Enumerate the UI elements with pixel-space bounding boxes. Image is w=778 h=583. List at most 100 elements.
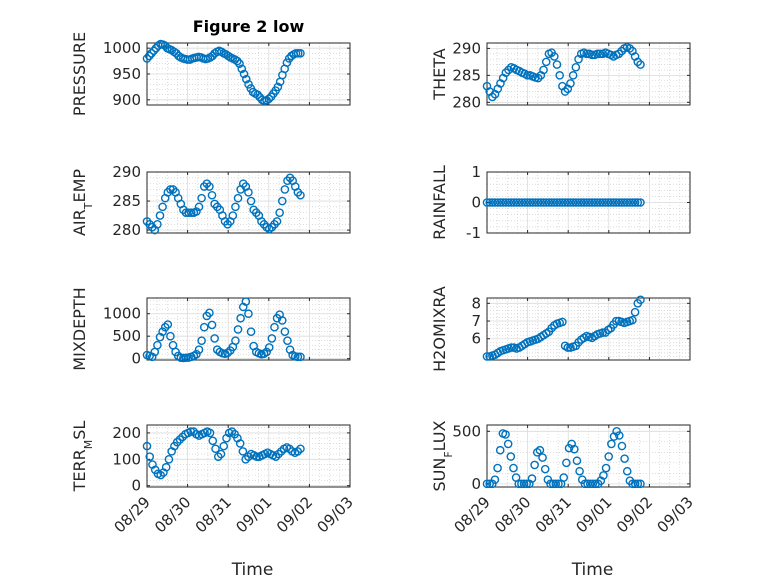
y-label-part: SL bbox=[70, 421, 89, 440]
data-point bbox=[574, 198, 583, 207]
data-point bbox=[272, 217, 282, 226]
data-point bbox=[244, 452, 253, 461]
data-point bbox=[630, 307, 640, 317]
data-point bbox=[296, 444, 305, 454]
data-point bbox=[555, 198, 564, 207]
data-point bbox=[248, 87, 258, 97]
data-point bbox=[228, 211, 238, 220]
data-point bbox=[614, 49, 624, 59]
data-point bbox=[512, 198, 521, 207]
data-point bbox=[189, 427, 198, 436]
data-point bbox=[560, 198, 570, 207]
data-point bbox=[533, 198, 543, 207]
data-point bbox=[530, 460, 539, 470]
data-point bbox=[509, 198, 519, 207]
axes-mixdepth: 0 500 1000 MIXDEPTH bbox=[70, 287, 351, 371]
axes-border bbox=[146, 171, 351, 234]
data-point bbox=[244, 80, 253, 89]
data-point bbox=[555, 71, 564, 80]
data-point bbox=[620, 454, 629, 463]
data-point bbox=[548, 479, 558, 489]
data-point bbox=[253, 90, 262, 99]
data-point bbox=[231, 202, 240, 212]
data-point bbox=[583, 479, 592, 489]
data-point bbox=[271, 452, 281, 461]
data-point bbox=[274, 449, 283, 459]
axes-h2omixra: 678 H2OMIXRA bbox=[430, 286, 691, 372]
data-point bbox=[552, 198, 562, 207]
data-point bbox=[174, 51, 183, 61]
y-tick-label: 900 bbox=[112, 91, 141, 109]
data-point bbox=[219, 441, 229, 451]
data-point bbox=[585, 479, 595, 489]
y-axis-label: PRESSURE bbox=[70, 32, 89, 116]
data-point bbox=[604, 452, 614, 461]
y-label-part: PRESSURE bbox=[70, 32, 89, 116]
axes-rainfall: -1 0 1 RAINFALL bbox=[430, 163, 691, 242]
data-point bbox=[213, 452, 223, 461]
data-point bbox=[550, 198, 559, 207]
x-axis-label: Time bbox=[231, 560, 274, 580]
data-point bbox=[264, 94, 274, 104]
data-point bbox=[273, 82, 283, 92]
data-point bbox=[503, 439, 513, 449]
x-tick-label: 08/30 bbox=[151, 493, 194, 536]
data-point bbox=[144, 51, 154, 61]
data-point bbox=[540, 464, 550, 474]
data-point bbox=[175, 435, 185, 444]
y-label-subscript: T bbox=[82, 202, 95, 210]
data-point bbox=[493, 463, 502, 473]
chart-title: Figure 2 low bbox=[193, 17, 305, 36]
data-point bbox=[276, 447, 286, 456]
data-point bbox=[488, 198, 497, 207]
data-point bbox=[590, 198, 599, 207]
data-point bbox=[599, 471, 608, 480]
data-point bbox=[554, 479, 563, 489]
y-label-part: SUN bbox=[430, 458, 449, 492]
data-point bbox=[536, 198, 546, 207]
data-point bbox=[615, 431, 624, 440]
data-point bbox=[588, 479, 598, 489]
data-point bbox=[527, 474, 537, 483]
data-point bbox=[205, 308, 214, 318]
data-point bbox=[558, 198, 567, 207]
data-point bbox=[563, 198, 573, 207]
data-point bbox=[601, 198, 610, 207]
data-point bbox=[525, 198, 535, 207]
y-tick-label: 1 bbox=[471, 163, 481, 181]
axes-border bbox=[486, 297, 691, 361]
data-point bbox=[283, 336, 292, 345]
data-point bbox=[633, 479, 643, 489]
data-point bbox=[207, 320, 217, 330]
data-point bbox=[235, 439, 245, 448]
x-tick-label: 08/30 bbox=[491, 493, 534, 536]
data-point bbox=[495, 445, 505, 455]
data-point bbox=[606, 198, 616, 207]
data-point bbox=[571, 62, 581, 72]
data-point bbox=[617, 198, 626, 207]
data-point bbox=[184, 208, 193, 217]
data-point bbox=[587, 50, 597, 60]
data-point bbox=[145, 452, 155, 461]
y-tick-label: 500 bbox=[112, 327, 141, 345]
y-tick-label: 200 bbox=[112, 424, 141, 442]
data-point bbox=[541, 198, 551, 207]
data-point bbox=[563, 343, 573, 352]
data-point bbox=[490, 198, 500, 207]
data-point bbox=[528, 198, 538, 207]
data-point bbox=[158, 327, 167, 336]
y-label-part: H2OMIXRA bbox=[430, 286, 449, 372]
data-point bbox=[539, 65, 548, 75]
data-point bbox=[166, 331, 175, 341]
data-point bbox=[237, 64, 247, 74]
data-point bbox=[199, 322, 209, 332]
x-tick-label: 09/02 bbox=[273, 493, 316, 536]
y-label-subscript: F bbox=[442, 451, 455, 457]
data-point bbox=[506, 198, 516, 207]
data-point bbox=[242, 74, 251, 84]
data-point bbox=[614, 198, 624, 207]
data-point bbox=[562, 458, 571, 468]
y-axis-label: SUNFLUX bbox=[430, 420, 455, 491]
x-tick-label: 08/31 bbox=[192, 493, 235, 536]
